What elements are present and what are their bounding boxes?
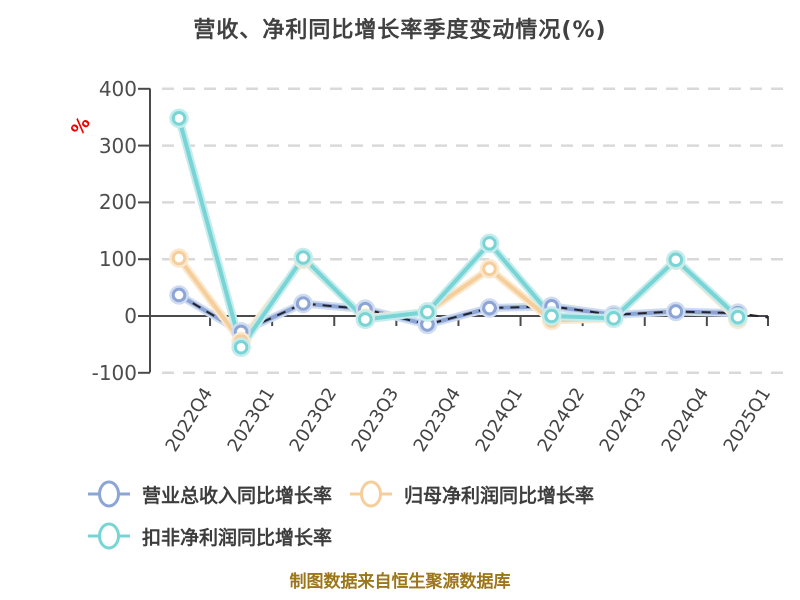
y-tick-label: 300 [98, 133, 137, 158]
legend-item-net-profit-yoy: 归母净利润同比增长率 [350, 477, 594, 511]
legend-item-revenue-yoy: 营业总收入同比增长率 [88, 477, 332, 511]
net-profit-line-marker-icon [350, 480, 392, 508]
data-source-note: 制图数据来自恒生聚源数据库 [289, 572, 511, 592]
legend-label-net-profit-yoy: 归母净利润同比增长率 [404, 484, 595, 507]
revenue-yoy-line [175, 290, 769, 336]
revenue-line-marker-icon [88, 480, 130, 508]
net-profit-yoy-markers [169, 248, 748, 352]
deducted-net-profit-line-marker-icon [88, 522, 130, 550]
net-profit-yoy-line [175, 254, 742, 346]
legend-label-deducted-net-profit-yoy: 扣非净利润同比增长率 [142, 526, 333, 549]
chart-legend: 营业总收入同比增长率 归母净利润同比增长率 扣非净利润同比增长率 [0, 0, 800, 550]
y-tick-label: 200 [98, 190, 137, 215]
legend-item-deducted-net-profit-yoy: 扣非净利润同比增长率 [88, 519, 332, 553]
deducted-net-profit-yoy-line [175, 114, 742, 352]
legend-label-revenue-yoy: 营业总收入同比增长率 [142, 484, 333, 507]
chart-title: 营收、净利同比增长率季度变动情况(%) [193, 18, 607, 43]
y-tick-label: 100 [98, 247, 137, 272]
y-tick-label: 0 [124, 304, 137, 328]
deducted-net-profit-yoy-markers [169, 108, 748, 357]
y-tick-label: -100 [91, 360, 137, 385]
y-tick-label: 400 [98, 76, 137, 101]
